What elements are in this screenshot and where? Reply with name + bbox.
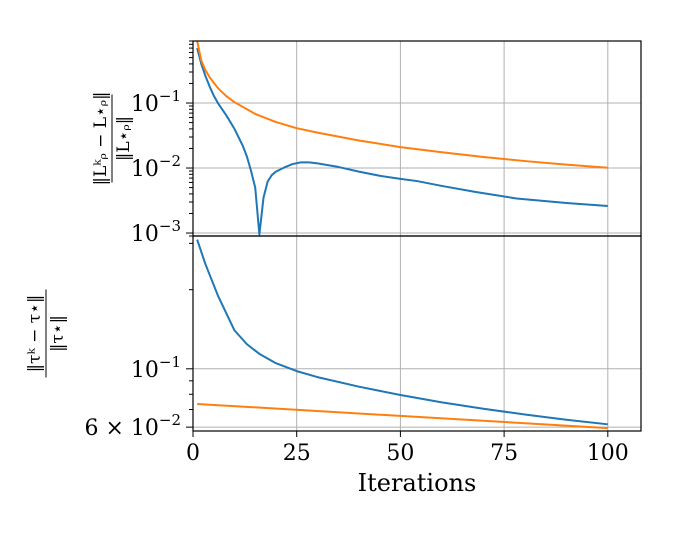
- series-line-2: [196, 40, 608, 169]
- y-tick-label: 10−1: [131, 87, 181, 117]
- y-label-numerator: ‖τᵏ − τ⋆‖: [25, 295, 45, 373]
- plot-frame: [192, 235, 642, 432]
- y-tick-label: 10−3: [131, 217, 181, 247]
- top-panel: 10−1 10−2 10−3 ‖Lᵏᵨ − L⋆ᵨ‖ ‖L⋆ᵨ‖: [91, 40, 642, 247]
- x-tick-label: 100: [587, 441, 629, 466]
- x-tick-label: 50: [386, 441, 414, 466]
- y-axis-label: ‖Lᵏᵨ − L⋆ᵨ‖ ‖L⋆ᵨ‖: [91, 91, 134, 185]
- plot-frame: [192, 40, 642, 237]
- x-tick-label: 75: [490, 441, 518, 466]
- series-line-1: [196, 47, 608, 236]
- y-label-numerator: ‖Lᵏᵨ − L⋆ᵨ‖: [91, 91, 111, 185]
- x-tick-label: 0: [186, 441, 200, 466]
- series-line-2: [197, 402, 608, 430]
- x-tick-label: 25: [283, 441, 311, 466]
- y-axis-label: ‖τᵏ − τ⋆‖ ‖τ⋆‖: [25, 289, 68, 378]
- series-line-1: [196, 239, 608, 426]
- y-label-denominator: ‖L⋆ᵨ‖: [114, 116, 134, 161]
- y-label-denominator: ‖τ⋆‖: [48, 315, 68, 352]
- bottom-panel: 10−1 6 × 10−2 ‖τᵏ − τ⋆‖ ‖τ⋆‖ 0 25 50 75 100 Itera…: [25, 235, 642, 497]
- y-tick-label: 10−2: [131, 152, 181, 182]
- x-axis-label: Iterations: [358, 469, 477, 497]
- y-tick-label: 10−1: [131, 353, 181, 383]
- y-tick-label: 6 × 10−2: [84, 411, 181, 441]
